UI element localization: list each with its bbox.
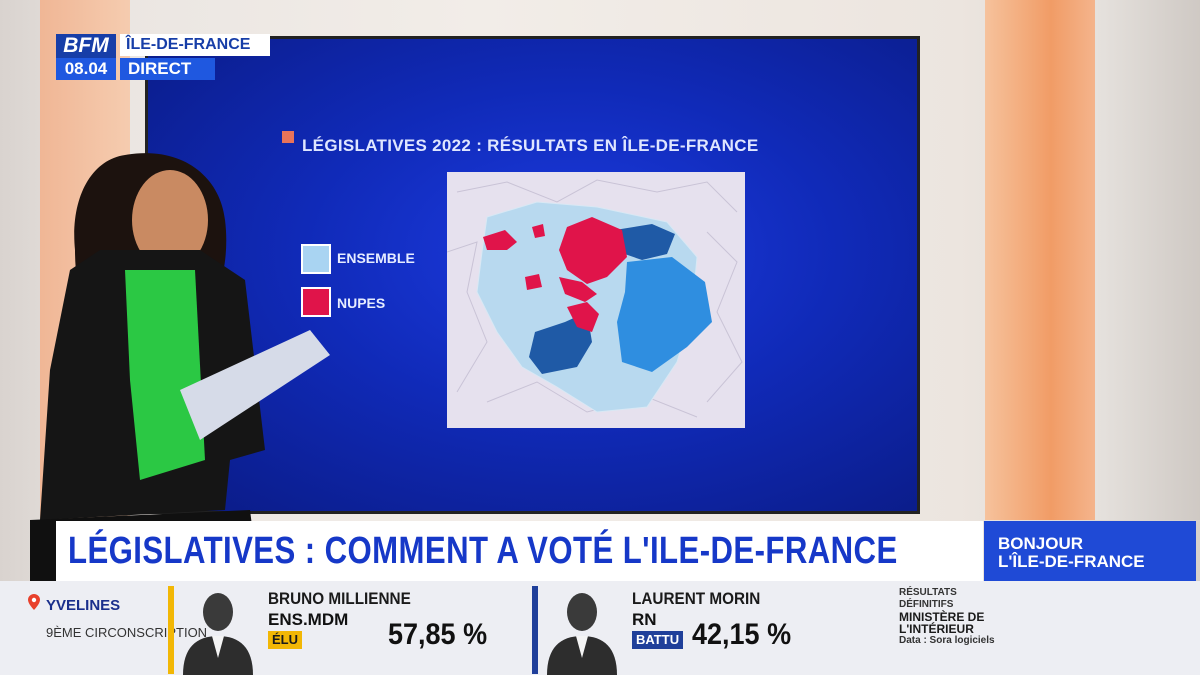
show-tag-line2: L'ÎLE-DE-FRANCE: [998, 552, 1145, 571]
candidate-2-status-badge: BATTU: [632, 631, 684, 649]
legend-swatch-ensemble: [301, 244, 331, 274]
source-line-1: RÉSULTATS: [899, 587, 957, 598]
candidate-2-percent: 42,15 %: [692, 618, 792, 651]
source-line-4: L'INTÉRIEUR: [899, 622, 974, 636]
candidate-2-party: RN: [632, 610, 657, 629]
studio-wall-right: [1095, 0, 1200, 520]
circonscription: 9ÈME CIRCONSCRIPTION: [46, 625, 208, 640]
candidate-1-percent: 57,85 %: [388, 618, 488, 651]
legend-label-ensemble: ENSEMBLE: [337, 250, 415, 266]
source-line-5: Data : Sora logiciels: [899, 635, 995, 646]
show-tag-line1: BONJOUR: [998, 534, 1084, 553]
candidate-1-party: ENS.MDM: [268, 610, 349, 629]
region-name: YVELINES: [46, 597, 121, 614]
constituency-map: [447, 172, 745, 428]
candidate-1-status-badge: ÉLU: [268, 631, 302, 649]
live-badge: DIRECT: [120, 58, 215, 80]
ile-de-france-map: [447, 172, 745, 428]
candidate-1-avatar-icon: [183, 593, 253, 675]
screen-title: LÉGISLATIVES 2022 : RÉSULTATS EN ÎLE-DE-…: [302, 136, 759, 155]
map-region-nupes-small: [532, 224, 545, 238]
channel-name: ÎLE-DE-FRANCE: [120, 34, 270, 56]
map-region-nupes-center-s: [559, 277, 597, 302]
show-tag: BONJOUR L'ÎLE-DE-FRANCE: [984, 521, 1196, 581]
candidate-2-avatar-icon: [547, 593, 617, 675]
map-region-nupes-w2: [525, 274, 542, 290]
presenter-figure: [30, 153, 330, 590]
candidate-2-name: LAURENT MORIN: [632, 589, 761, 608]
candidate-2-accent: [532, 586, 538, 674]
clock: 08.04: [56, 58, 116, 80]
title-marker: [282, 131, 294, 143]
map-region-ensemble-dark-ne: [615, 224, 675, 260]
location-pin-icon: [28, 594, 40, 610]
headline: LÉGISLATIVES : COMMENT A VOTÉ L'ILE-DE-F…: [68, 530, 898, 572]
map-region-nupes-west: [483, 230, 517, 250]
map-region-ensemble-dark-s: [529, 312, 592, 374]
candidate-1-accent: [168, 586, 174, 674]
legend-swatch-nupes: [301, 287, 331, 317]
bfm-logo-text: BFM: [56, 34, 116, 58]
legend-label-nupes: NUPES: [337, 295, 386, 311]
headline-bar: [56, 521, 983, 581]
results-source: RÉSULTATS DÉFINITIFS MINISTÈRE DE L'INTÉ…: [899, 587, 995, 647]
source-line-3: MINISTÈRE DE: [899, 610, 985, 624]
source-line-2: DÉFINITIFS: [899, 599, 954, 610]
candidate-1-name: BRUNO MILLIENNE: [268, 589, 411, 608]
channel-logo: BFM 08.04: [56, 34, 116, 80]
map-region-nupes-south: [567, 302, 599, 332]
map-region-nupes-center: [559, 217, 627, 284]
studio-pillar-right: [985, 0, 1095, 520]
map-region-ensemble-mid: [617, 257, 712, 372]
